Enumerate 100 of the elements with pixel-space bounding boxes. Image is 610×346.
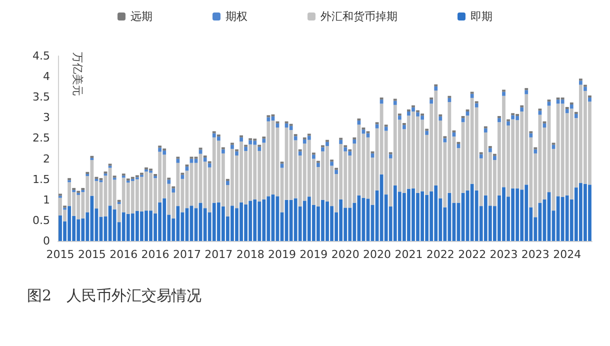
y-axis-title: 万亿美元 bbox=[71, 52, 84, 96]
bar bbox=[484, 128, 488, 132]
bar bbox=[438, 116, 442, 121]
bar bbox=[339, 140, 343, 144]
bar bbox=[298, 151, 302, 156]
bar bbox=[565, 106, 569, 110]
x-tick-label: 2015 bbox=[46, 248, 74, 261]
bar bbox=[240, 137, 243, 142]
bar bbox=[72, 188, 76, 190]
bar bbox=[493, 156, 496, 160]
x-tick-label: 2023 bbox=[490, 248, 518, 261]
bar bbox=[520, 107, 524, 112]
bar bbox=[574, 114, 578, 118]
bar bbox=[172, 188, 176, 192]
bar bbox=[221, 149, 225, 154]
bar bbox=[208, 163, 212, 168]
y-tick-label: 4 bbox=[43, 70, 50, 84]
y-tick-label: 2 bbox=[43, 152, 50, 166]
bar bbox=[198, 150, 202, 154]
bar bbox=[393, 100, 397, 105]
bar bbox=[570, 102, 574, 105]
legend-label: 外汇和货币掉期 bbox=[320, 10, 398, 23]
x-tick-label: 2022 bbox=[458, 248, 486, 261]
bar bbox=[316, 162, 320, 167]
x-tick-label: 2019 bbox=[268, 248, 296, 261]
bar bbox=[560, 100, 564, 104]
bar bbox=[216, 136, 220, 141]
bar bbox=[534, 149, 538, 154]
x-tick-label: 2022 bbox=[426, 248, 454, 261]
bar bbox=[230, 144, 234, 149]
x-tick-label: 2020 bbox=[363, 248, 392, 261]
bar bbox=[474, 103, 478, 108]
bar bbox=[430, 100, 434, 104]
bar bbox=[266, 117, 270, 122]
bar bbox=[90, 158, 94, 160]
x-tick-label: 2020 bbox=[331, 248, 360, 261]
x-tick-label: 2024 bbox=[553, 248, 582, 261]
y-tick-label: 1.5 bbox=[32, 172, 50, 186]
bar bbox=[158, 148, 162, 152]
bar bbox=[584, 86, 587, 91]
bar bbox=[312, 154, 316, 159]
x-tick-label: 2016 bbox=[110, 248, 138, 261]
x-tick-label: 2015 bbox=[78, 248, 106, 261]
bar bbox=[524, 90, 528, 94]
bar bbox=[502, 92, 506, 96]
y-tick-label: 4.5 bbox=[32, 50, 50, 62]
bar bbox=[154, 174, 157, 176]
bar bbox=[348, 151, 352, 156]
bar bbox=[402, 125, 406, 130]
text: 图2 人民币外汇交易情况 bbox=[27, 286, 202, 304]
bar bbox=[167, 180, 171, 184]
x-tick-label: 2018 bbox=[236, 248, 264, 261]
bar bbox=[262, 138, 266, 143]
bar bbox=[425, 130, 429, 135]
bar bbox=[203, 158, 207, 162]
bar bbox=[398, 116, 402, 120]
y-tick-label: 1 bbox=[43, 193, 50, 206]
bar bbox=[538, 110, 542, 115]
bar bbox=[352, 139, 356, 144]
bar bbox=[407, 112, 410, 116]
y-tick-label: 3 bbox=[43, 111, 50, 124]
bar bbox=[434, 86, 438, 91]
bar bbox=[479, 154, 483, 158]
bar bbox=[412, 107, 415, 112]
bar bbox=[384, 126, 388, 131]
bar bbox=[226, 180, 230, 186]
bar bbox=[330, 162, 334, 166]
bar bbox=[248, 140, 252, 144]
bar bbox=[203, 155, 207, 158]
bar bbox=[588, 95, 592, 98]
bar bbox=[81, 188, 85, 190]
bar bbox=[578, 80, 582, 85]
y-tick-label: 0 bbox=[43, 234, 50, 248]
bar bbox=[344, 147, 348, 152]
x-tick-label: 2017 bbox=[204, 248, 233, 261]
bar bbox=[498, 118, 501, 122]
legend-label: 期权 bbox=[226, 10, 248, 23]
y-tick-label: 0.5 bbox=[32, 214, 50, 227]
bar bbox=[244, 146, 248, 151]
bar bbox=[375, 124, 379, 128]
bar bbox=[176, 158, 180, 163]
bar bbox=[470, 94, 474, 98]
bar bbox=[565, 109, 569, 114]
bar bbox=[258, 146, 262, 151]
x-tick-label: 2019 bbox=[300, 248, 328, 261]
bar bbox=[289, 126, 293, 130]
x-tick-label: 2016 bbox=[141, 248, 170, 261]
bar bbox=[388, 154, 392, 158]
bar bbox=[357, 120, 361, 125]
bar bbox=[443, 138, 447, 142]
legend-label: 远期 bbox=[130, 10, 152, 23]
bar bbox=[506, 121, 510, 126]
bar bbox=[235, 151, 238, 156]
bar bbox=[588, 98, 592, 102]
x-tick-label: 2023 bbox=[521, 248, 550, 261]
bar bbox=[294, 136, 298, 140]
y-tick-label: 3.5 bbox=[32, 90, 50, 104]
x-tick-label: 2021 bbox=[394, 248, 423, 261]
bar bbox=[334, 170, 338, 174]
x-tick-label: 2017 bbox=[172, 248, 201, 261]
